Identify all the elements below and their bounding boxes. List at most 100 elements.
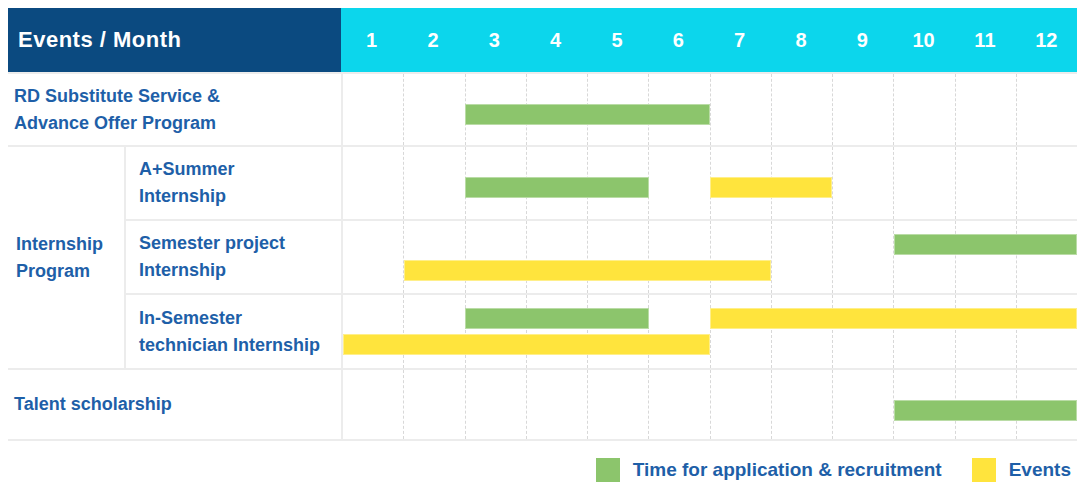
- events-bar: [710, 308, 1077, 329]
- row-label-a-plus-summer-internship: A+Summer Internship: [124, 145, 341, 219]
- row-label-rd-substitute: RD Substitute Service & Advance Offer Pr…: [8, 72, 341, 145]
- month-header-label: 2: [402, 8, 463, 72]
- row-label-internship-program: Internship Program: [8, 145, 124, 368]
- row-label-line: Advance Offer Program: [14, 110, 341, 137]
- month-cell: [465, 295, 526, 368]
- month-cell: [648, 221, 709, 293]
- row-label-line: Internship: [139, 257, 341, 284]
- row-label-line: RD Substitute Service &: [14, 83, 341, 110]
- row-label-semester-project-internship: Semester project Internship: [124, 219, 341, 293]
- legend-item-application: Time for application & recruitment: [596, 458, 942, 482]
- month-cell: [893, 221, 954, 293]
- month-header-label: 12: [1016, 8, 1077, 72]
- row-label-line: Semester project: [139, 230, 341, 257]
- month-cell: [832, 295, 893, 368]
- month-cell: [771, 370, 832, 439]
- chart-row-in-semester-technician-internship: [341, 293, 1077, 368]
- month-cell: [648, 370, 709, 439]
- month-cell: [955, 221, 1016, 293]
- month-cell: [648, 295, 709, 368]
- month-cell: [403, 147, 464, 219]
- month-cell: [403, 221, 464, 293]
- month-header-row: 123456789101112: [341, 8, 1077, 72]
- row-label-line: A+Summer: [139, 156, 341, 183]
- row-label-line: Talent scholarship: [14, 391, 341, 418]
- month-cell: [832, 74, 893, 145]
- month-header-label: 3: [464, 8, 525, 72]
- legend: Time for application & recruitment Event…: [8, 458, 1077, 482]
- chart-row-talent-scholarship: [341, 368, 1077, 441]
- application-color-swatch: [596, 458, 620, 482]
- legend-label: Events: [1009, 459, 1071, 481]
- month-cell: [1016, 221, 1077, 293]
- events-color-swatch: [972, 458, 996, 482]
- month-cell: [955, 295, 1016, 368]
- page-title: Events / Month: [18, 27, 181, 53]
- month-cell: [771, 295, 832, 368]
- month-cell: [710, 74, 771, 145]
- month-header-label: 9: [832, 8, 893, 72]
- month-gridlines: [343, 221, 1077, 293]
- month-cell: [710, 370, 771, 439]
- application-recruitment-bar: [465, 104, 710, 125]
- month-cell: [893, 147, 954, 219]
- month-cell: [893, 295, 954, 368]
- group-label-line: Program: [16, 258, 124, 285]
- month-header-label: 5: [586, 8, 647, 72]
- events-bar: [343, 334, 710, 355]
- month-cell: [403, 370, 464, 439]
- chart-row-semester-project-internship: [341, 219, 1077, 293]
- events-bar: [404, 260, 771, 281]
- month-cell: [526, 221, 587, 293]
- month-header-label: 4: [525, 8, 586, 72]
- application-recruitment-bar: [465, 177, 649, 198]
- gantt-infographic: Events / Month 123456789101112 RD Substi…: [0, 0, 1080, 482]
- application-recruitment-bar: [894, 234, 1078, 255]
- table-header-title-cell: Events / Month: [8, 8, 341, 72]
- month-header-label: 7: [709, 8, 770, 72]
- month-cell: [343, 147, 403, 219]
- row-label-line: Internship: [139, 183, 341, 210]
- events-month-table: Events / Month 123456789101112 RD Substi…: [8, 8, 1077, 441]
- events-bar: [710, 177, 832, 198]
- month-cell: [343, 370, 403, 439]
- month-header-label: 1: [341, 8, 402, 72]
- month-cell: [587, 295, 648, 368]
- month-cell: [1016, 295, 1077, 368]
- row-label-line: In-Semester: [139, 305, 341, 332]
- month-cell: [771, 221, 832, 293]
- month-cell: [771, 74, 832, 145]
- month-cell: [343, 295, 403, 368]
- month-cell: [465, 370, 526, 439]
- month-cell: [710, 295, 771, 368]
- month-cell: [1016, 147, 1077, 219]
- application-recruitment-bar: [465, 308, 649, 329]
- row-label-in-semester-technician-internship: In-Semester technician Internship: [124, 293, 341, 368]
- month-cell: [832, 221, 893, 293]
- month-cell: [1016, 74, 1077, 145]
- chart-row-a-plus-summer-internship: [341, 145, 1077, 219]
- month-cell: [526, 295, 587, 368]
- row-label-line: technician Internship: [139, 332, 341, 359]
- month-cell: [893, 74, 954, 145]
- month-cell: [710, 221, 771, 293]
- month-cell: [832, 370, 893, 439]
- month-cell: [343, 74, 403, 145]
- chart-row-rd-substitute: [341, 72, 1077, 145]
- application-recruitment-bar: [894, 400, 1078, 421]
- month-gridlines: [343, 74, 1077, 145]
- month-header-label: 6: [648, 8, 709, 72]
- month-cell: [648, 147, 709, 219]
- month-header-label: 8: [770, 8, 831, 72]
- group-label-line: Internship: [16, 231, 124, 258]
- month-cell: [832, 147, 893, 219]
- month-header-label: 11: [954, 8, 1015, 72]
- month-cell: [955, 74, 1016, 145]
- month-cell: [403, 295, 464, 368]
- month-cell: [526, 370, 587, 439]
- month-cell: [343, 221, 403, 293]
- month-header-label: 10: [893, 8, 954, 72]
- month-cell: [403, 74, 464, 145]
- legend-item-events: Events: [972, 458, 1071, 482]
- month-cell: [587, 221, 648, 293]
